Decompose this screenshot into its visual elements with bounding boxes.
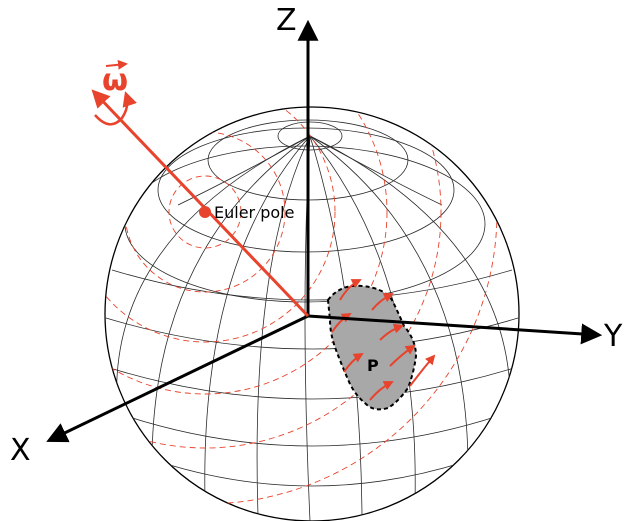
x-axis-label: X (10, 433, 31, 468)
sphere-grid (105, 119, 519, 521)
x-axis (46, 314, 309, 443)
z-axis-label: Z (276, 3, 297, 38)
euler-pole-point (199, 206, 211, 218)
plate-motion-arrows (331, 279, 436, 401)
omega-label: ω (102, 63, 128, 98)
y-axis (307, 314, 603, 345)
euler-pole-label: Euler pole (214, 203, 294, 222)
sphere-outline (104, 106, 520, 521)
y-axis-label: Y (603, 319, 623, 354)
rotation-axis (91, 89, 310, 318)
plate-label: P (367, 356, 379, 375)
coordinate-axes (46, 19, 603, 443)
rotation-sense-icon (94, 91, 137, 126)
plate-p (326, 284, 418, 411)
omega-vector-bar-icon (105, 59, 128, 70)
